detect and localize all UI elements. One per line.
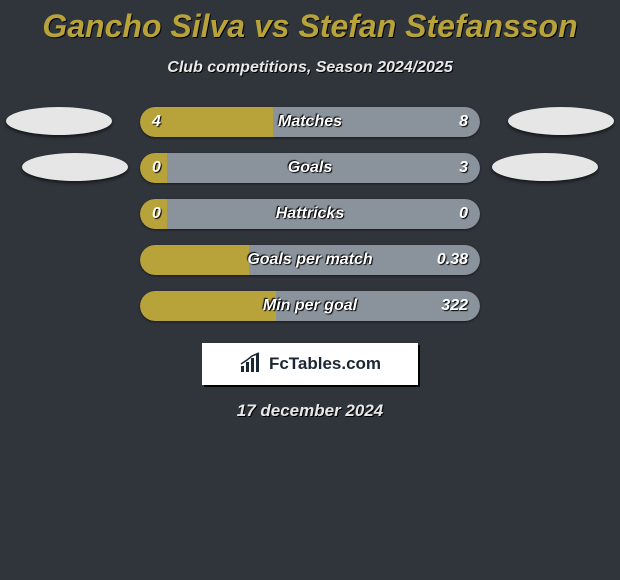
page-title: Gancho Silva vs Stefan Stefansson bbox=[0, 0, 620, 45]
badge-text: FcTables.com bbox=[269, 354, 381, 374]
stat-bar bbox=[140, 107, 480, 137]
bar-chart-icon bbox=[239, 352, 263, 376]
stat-bar-left bbox=[140, 245, 249, 275]
stat-bar-right bbox=[167, 199, 480, 229]
stat-row: Goals03 bbox=[0, 153, 620, 183]
comparison-rows: Matches48 Goals03 Hattricks00 Goals per mat… bbox=[0, 107, 620, 321]
subtitle: Club competitions, Season 2024/2025 bbox=[0, 59, 620, 77]
stat-bar-left bbox=[140, 107, 273, 137]
stat-bar-left bbox=[140, 199, 167, 229]
stat-row: Hattricks00 bbox=[0, 199, 620, 229]
stat-bar-right bbox=[273, 107, 480, 137]
stat-bar-right bbox=[276, 291, 480, 321]
fctables-badge: FcTables.com bbox=[202, 343, 418, 385]
stat-bar-left bbox=[140, 153, 167, 183]
stat-row: Goals per match0.38 bbox=[0, 245, 620, 275]
date-text: 17 december 2024 bbox=[0, 401, 620, 421]
stat-bar bbox=[140, 153, 480, 183]
stat-bar-right bbox=[249, 245, 480, 275]
stat-row: Matches48 bbox=[0, 107, 620, 137]
team-logo-left bbox=[22, 153, 128, 181]
stat-bar bbox=[140, 291, 480, 321]
team-logo-left bbox=[6, 107, 112, 135]
team-logo-right bbox=[492, 153, 598, 181]
team-logo-right bbox=[508, 107, 614, 135]
stat-bar-left bbox=[140, 291, 276, 321]
stat-bar bbox=[140, 199, 480, 229]
stat-bar-right bbox=[167, 153, 480, 183]
stat-bar bbox=[140, 245, 480, 275]
stat-row: Min per goal322 bbox=[0, 291, 620, 321]
